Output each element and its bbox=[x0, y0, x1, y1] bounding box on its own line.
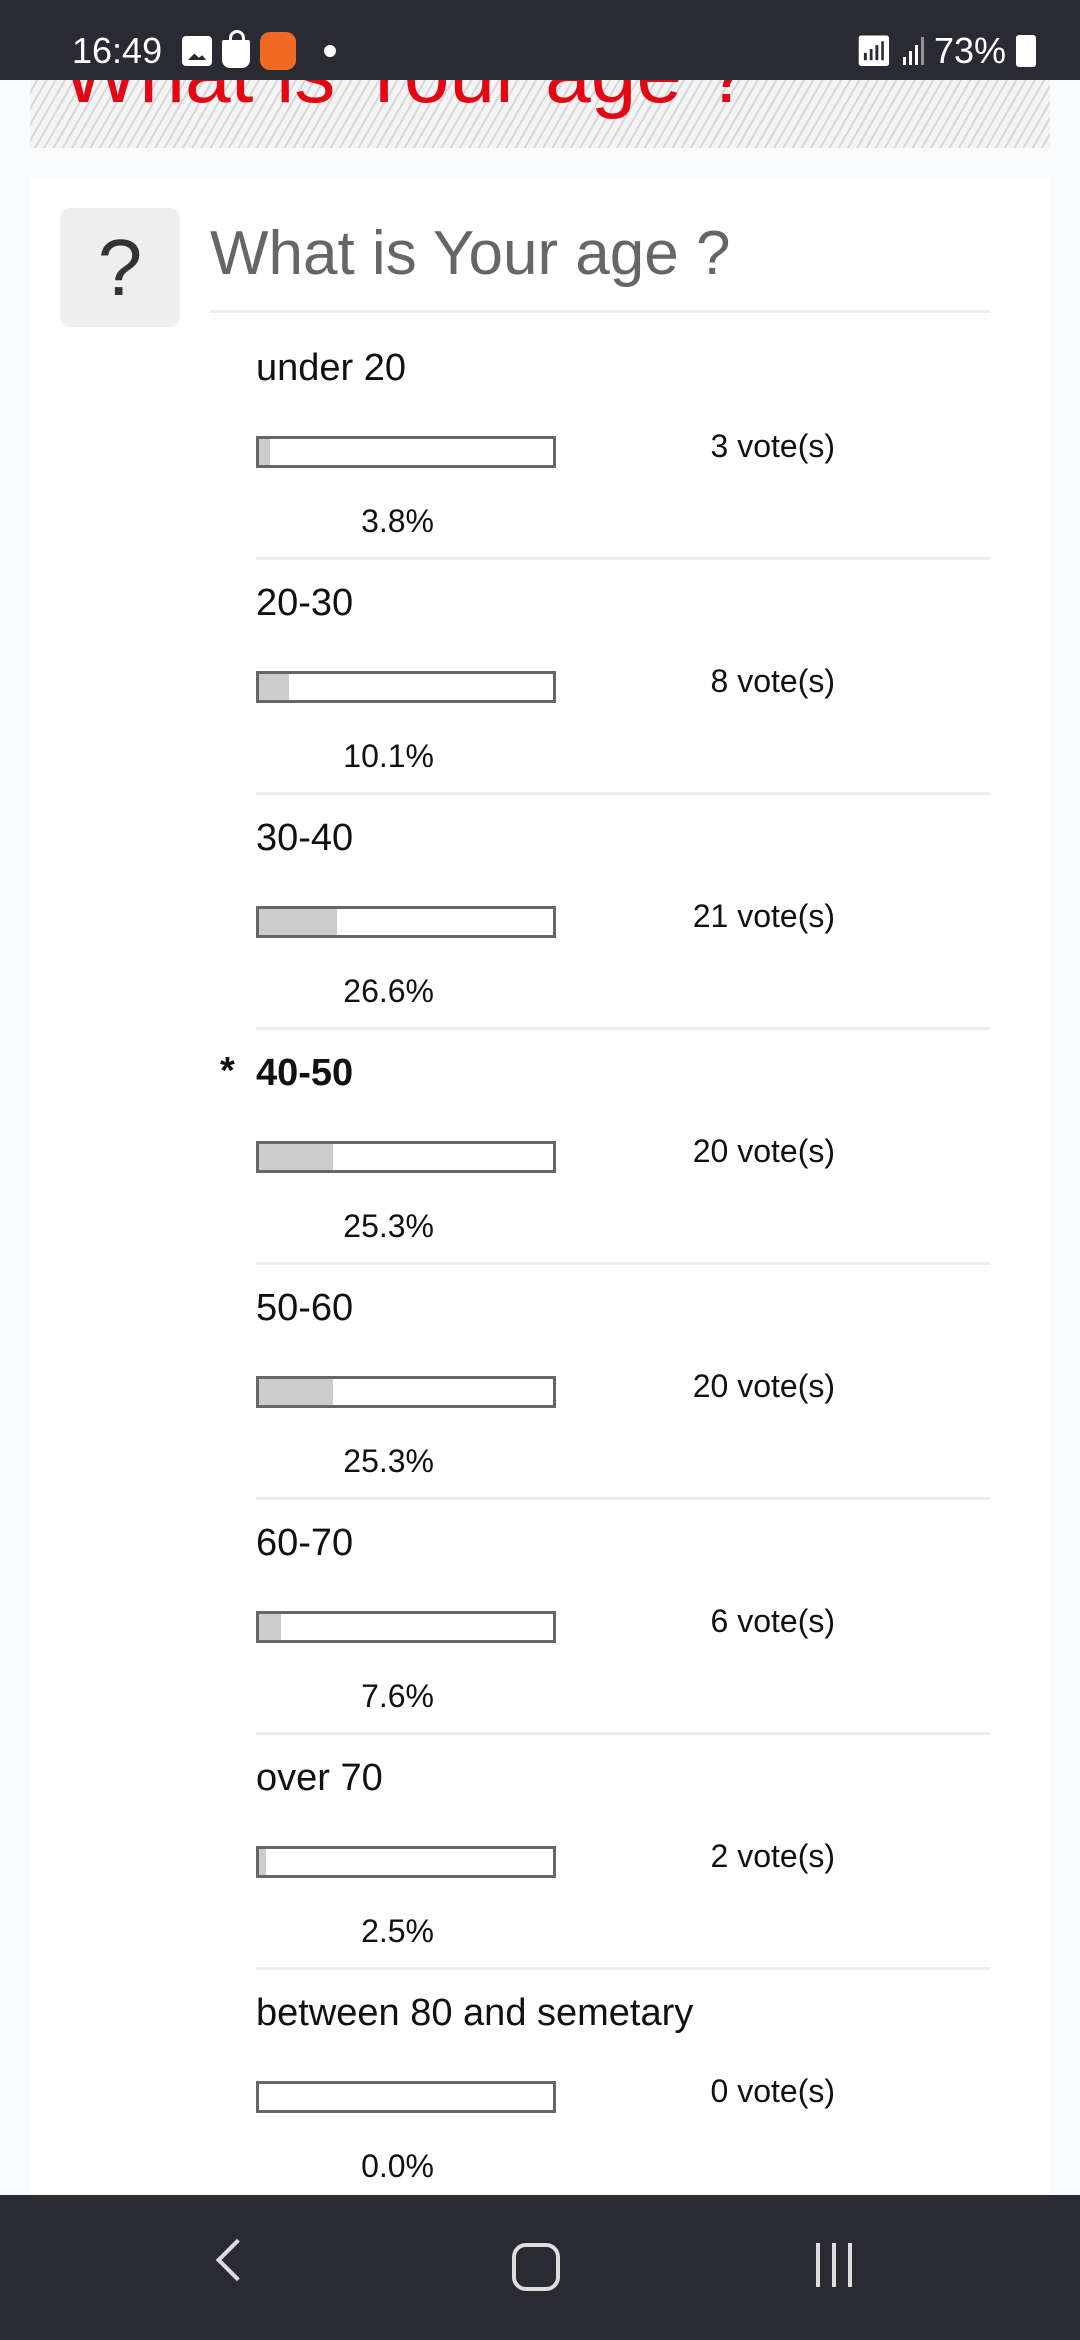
vote-count: 8 vote(s) bbox=[710, 663, 835, 699]
recents-icon[interactable] bbox=[816, 2243, 852, 2287]
result-bar bbox=[256, 1141, 556, 1173]
poll-option: * 40-50 20 vote(s) 25.3% bbox=[0, 1030, 1080, 1265]
poll-option: over 70 2 vote(s) 2.5% bbox=[0, 1735, 1080, 1970]
vote-count: 0 vote(s) bbox=[710, 2073, 835, 2109]
vote-count: 20 vote(s) bbox=[692, 1368, 835, 1404]
option-label: 30-40 bbox=[256, 817, 354, 859]
result-bar-fill bbox=[259, 1144, 334, 1170]
selected-marker: * bbox=[220, 1050, 235, 1092]
option-label: 60-70 bbox=[256, 1522, 354, 1564]
poll-results: under 20 3 vote(s) 3.8% 20-30 8 vote(s) 10.1%… bbox=[0, 325, 1080, 2205]
vote-percent: 10.1% bbox=[343, 738, 434, 774]
result-bar-fill bbox=[259, 439, 271, 465]
result-bar-fill bbox=[259, 909, 338, 935]
result-bar-fill bbox=[259, 1379, 334, 1405]
vote-count: 6 vote(s) bbox=[710, 1603, 835, 1639]
result-bar bbox=[256, 906, 556, 938]
gallery-notification-icon bbox=[182, 36, 212, 66]
vote-count: 2 vote(s) bbox=[710, 1838, 835, 1874]
app-notification-icon bbox=[260, 32, 296, 70]
battery-percent: 73% bbox=[933, 30, 1006, 71]
question-icon: ? bbox=[60, 208, 180, 327]
poll-option: 30-40 21 vote(s) 26.6% bbox=[0, 795, 1080, 1030]
result-bar-fill bbox=[259, 1849, 267, 1875]
result-bar-fill bbox=[259, 1614, 282, 1640]
vote-count: 21 vote(s) bbox=[692, 898, 835, 934]
result-bar bbox=[256, 671, 556, 703]
option-label: between 80 and semetary bbox=[256, 1992, 694, 2034]
poll-card bbox=[30, 178, 1050, 2218]
option-label: 20-30 bbox=[256, 582, 354, 624]
result-bar bbox=[256, 1846, 556, 1878]
result-bar bbox=[256, 1376, 556, 1408]
signal-icon bbox=[902, 37, 924, 65]
option-label: under 20 bbox=[256, 347, 407, 389]
home-icon[interactable] bbox=[512, 2243, 560, 2291]
store-notification-icon bbox=[222, 30, 250, 68]
option-label: over 70 bbox=[256, 1757, 383, 1799]
poll-question: What is Your age ? bbox=[210, 219, 731, 288]
option-label: 50-60 bbox=[256, 1287, 354, 1329]
vote-percent: 0.0% bbox=[361, 2148, 434, 2184]
poll-option: under 20 3 vote(s) 3.8% bbox=[0, 325, 1080, 560]
vote-percent: 26.6% bbox=[343, 973, 434, 1009]
option-label: 40-50 bbox=[256, 1052, 354, 1094]
vote-percent: 25.3% bbox=[343, 1208, 434, 1244]
status-bar: 16:49 📶︎ 73% bbox=[0, 0, 1080, 80]
wifi-icon: 📶︎ bbox=[854, 34, 893, 68]
vote-percent: 7.6% bbox=[361, 1678, 434, 1714]
result-bar-fill bbox=[259, 674, 289, 700]
vote-percent: 2.5% bbox=[361, 1913, 434, 1949]
poll-option: 50-60 20 vote(s) 25.3% bbox=[0, 1265, 1080, 1500]
back-icon[interactable] bbox=[215, 2238, 259, 2282]
status-time: 16:49 bbox=[72, 30, 163, 71]
battery-icon bbox=[1016, 35, 1036, 67]
vote-count: 20 vote(s) bbox=[692, 1133, 835, 1169]
vote-count: 3 vote(s) bbox=[710, 428, 835, 464]
result-bar bbox=[256, 1611, 556, 1643]
page-title: What is Your age ? bbox=[62, 80, 750, 122]
poll-option: 20-30 8 vote(s) 10.1% bbox=[0, 560, 1080, 795]
poll-option: 60-70 6 vote(s) 7.6% bbox=[0, 1500, 1080, 1735]
poll-option: between 80 and semetary 0 vote(s) 0.0% bbox=[0, 1970, 1080, 2205]
page-header: What is Your age ? bbox=[30, 80, 1050, 148]
more-notifications-icon bbox=[324, 45, 336, 57]
navigation-bar bbox=[0, 2195, 1080, 2340]
result-bar bbox=[256, 2081, 556, 2113]
vote-percent: 3.8% bbox=[361, 503, 434, 539]
divider bbox=[210, 310, 990, 313]
vote-percent: 25.3% bbox=[343, 1443, 434, 1479]
result-bar bbox=[256, 436, 556, 468]
